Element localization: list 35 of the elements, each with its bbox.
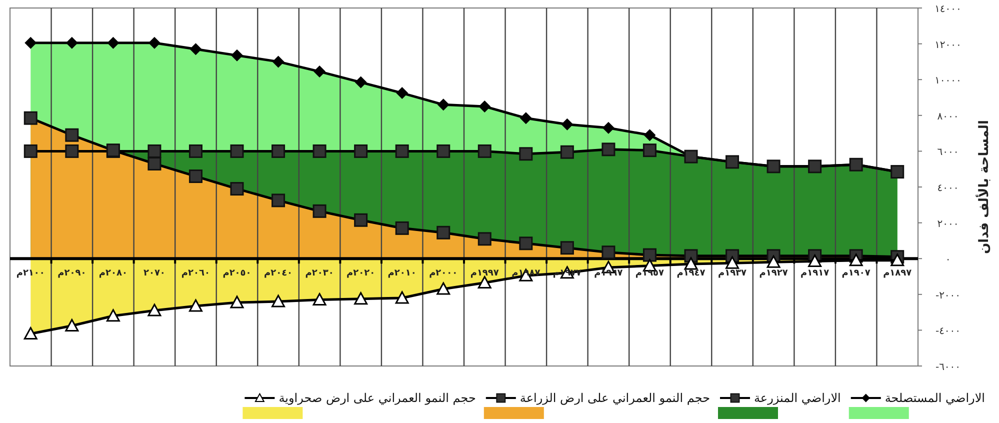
legend-label: حجم النمو العمراني على ارض الزراعة <box>520 391 710 405</box>
y-axis-title: المساحة بالألف فدان <box>975 120 992 254</box>
legend-label: الاراضي المستصلحة <box>884 391 985 405</box>
x-tick-label: ٢٠٢٠م <box>346 268 376 279</box>
x-tick-label: ٢٠٥٠م <box>222 268 252 279</box>
x-tick-label: ١٩٥٧م <box>635 268 665 279</box>
y-tick-label: -٦٠٠٠ <box>935 362 961 373</box>
x-tick-label: ١٩٦٧م <box>594 268 624 279</box>
x-tick-label: ١٩١٧م <box>800 268 830 279</box>
y-tick-label: ٨٠٠٠ <box>937 111 959 122</box>
x-tick-label: ١٩٠٧م <box>842 268 871 279</box>
x-tick-label: ٢٠٨٠م <box>98 268 128 279</box>
x-tick-label: ٢٠٠٠م <box>429 268 458 279</box>
x-tick-label: ٢٠٦٠م <box>181 268 210 279</box>
y-tick-label: ١٤٠٠٠ <box>934 4 962 15</box>
y-tick-label: ١٠٠٠٠ <box>934 76 962 87</box>
legend-label: حجم النمو العمراني على ارض صحراوية <box>278 391 476 405</box>
y-tick-label: ٦٠٠٠ <box>937 147 959 158</box>
x-tick-label: ١٩٣٧م <box>718 268 748 279</box>
x-tick-label: ١٩٢٧م <box>759 268 788 279</box>
y-tick-label: -٢٠٠٠ <box>935 290 961 302</box>
y-tick-label: ٤٠٠٠ <box>937 183 959 194</box>
x-tick-label: ٢٠٣٠م <box>305 268 334 279</box>
x-tick-label: ٢٠٤٠م <box>264 268 293 279</box>
y-tick-label: ٠ <box>945 254 951 266</box>
y-tick-label: -٤٠٠٠ <box>935 326 961 338</box>
x-tick-label: ٢٠١٠م <box>388 268 416 279</box>
x-tick-label: ٢٠٩٠م <box>58 268 86 279</box>
x-tick-label: ١٩٩٧م <box>470 268 500 279</box>
y-tick-label: ٢٠٠٠ <box>937 218 959 230</box>
y-tick-label: ١٢٠٠٠ <box>934 40 962 51</box>
x-tick-label: ١٨٩٧م <box>883 268 912 279</box>
x-tick-label: ١٩٤٧م <box>676 268 706 279</box>
x-tick-label: ٢٠٧٠ <box>143 268 166 279</box>
legend-label: الاراضي المنزرعة <box>754 391 841 405</box>
